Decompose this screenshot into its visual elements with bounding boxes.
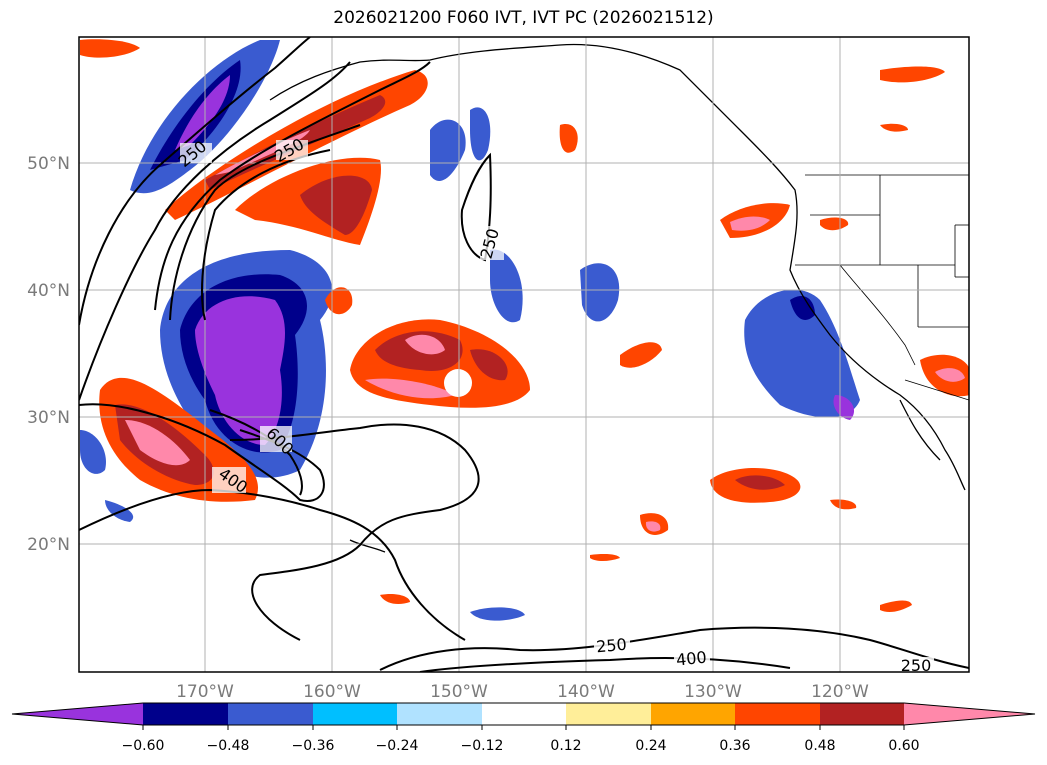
- lon-label: 160°W: [303, 682, 361, 702]
- lon-label: 120°W: [811, 682, 869, 702]
- ivt-pc-fill-layer: [80, 39, 969, 621]
- colorbar-swatch: [820, 703, 904, 725]
- colorbar-label: 0.24: [635, 738, 666, 754]
- colorbar-label: −0.36: [292, 738, 335, 754]
- contour-label: 250: [901, 656, 932, 675]
- border-layer: [795, 37, 969, 401]
- lon-label: 140°W: [557, 682, 615, 702]
- colorbar-swatch: [397, 703, 482, 725]
- colorbar-ticks: [142, 725, 905, 730]
- colorbar-swatch: [143, 703, 228, 725]
- map-title: 2026021200 F060 IVT, IVT PC (2026021512): [333, 8, 714, 28]
- colorbar: −0.60 −0.48 −0.36 −0.24 −0.12 0.12 0.24 …: [11, 702, 1036, 754]
- lat-label: 50°N: [27, 154, 70, 174]
- lon-label: 150°W: [430, 682, 488, 702]
- plot-area: 250 250 250 600 400 250 400 250: [78, 36, 970, 675]
- plot-frame: [78, 36, 970, 673]
- lon-label: 130°W: [684, 682, 742, 702]
- lon-label: 170°W: [176, 682, 234, 702]
- lat-label: 30°N: [27, 408, 70, 428]
- latitude-axis: 50°N 40°N 30°N 20°N: [27, 154, 70, 555]
- colorbar-extend-right: [904, 703, 1035, 725]
- lat-label: 20°N: [27, 535, 70, 555]
- colorbar-swatch: [228, 703, 313, 725]
- colorbar-swatch: [735, 703, 820, 725]
- colorbar-label: −0.12: [461, 738, 504, 754]
- contour-label: 400: [675, 647, 707, 669]
- colorbar-label: 0.36: [719, 738, 750, 754]
- contour-label: 250: [595, 635, 627, 657]
- colorbar-label: 0.48: [804, 738, 835, 754]
- colorbar-label: −0.48: [207, 738, 250, 754]
- colorbar-label: −0.24: [376, 738, 419, 754]
- colorbar-label: 0.60: [888, 738, 919, 754]
- colorbar-swatch: [566, 703, 651, 725]
- colorbar-swatch: [482, 703, 566, 725]
- colorbar-swatch: [313, 703, 397, 725]
- coastline-layer: [269, 43, 966, 553]
- colorbar-extend-left: [12, 703, 143, 725]
- graticule: [79, 37, 969, 672]
- colorbar-label: −0.60: [122, 738, 165, 754]
- longitude-axis: 170°W 160°W 150°W 140°W 130°W 120°W: [176, 682, 869, 702]
- colorbar-swatch: [651, 703, 735, 725]
- lat-label: 40°N: [27, 281, 70, 301]
- colorbar-label: 0.12: [550, 738, 581, 754]
